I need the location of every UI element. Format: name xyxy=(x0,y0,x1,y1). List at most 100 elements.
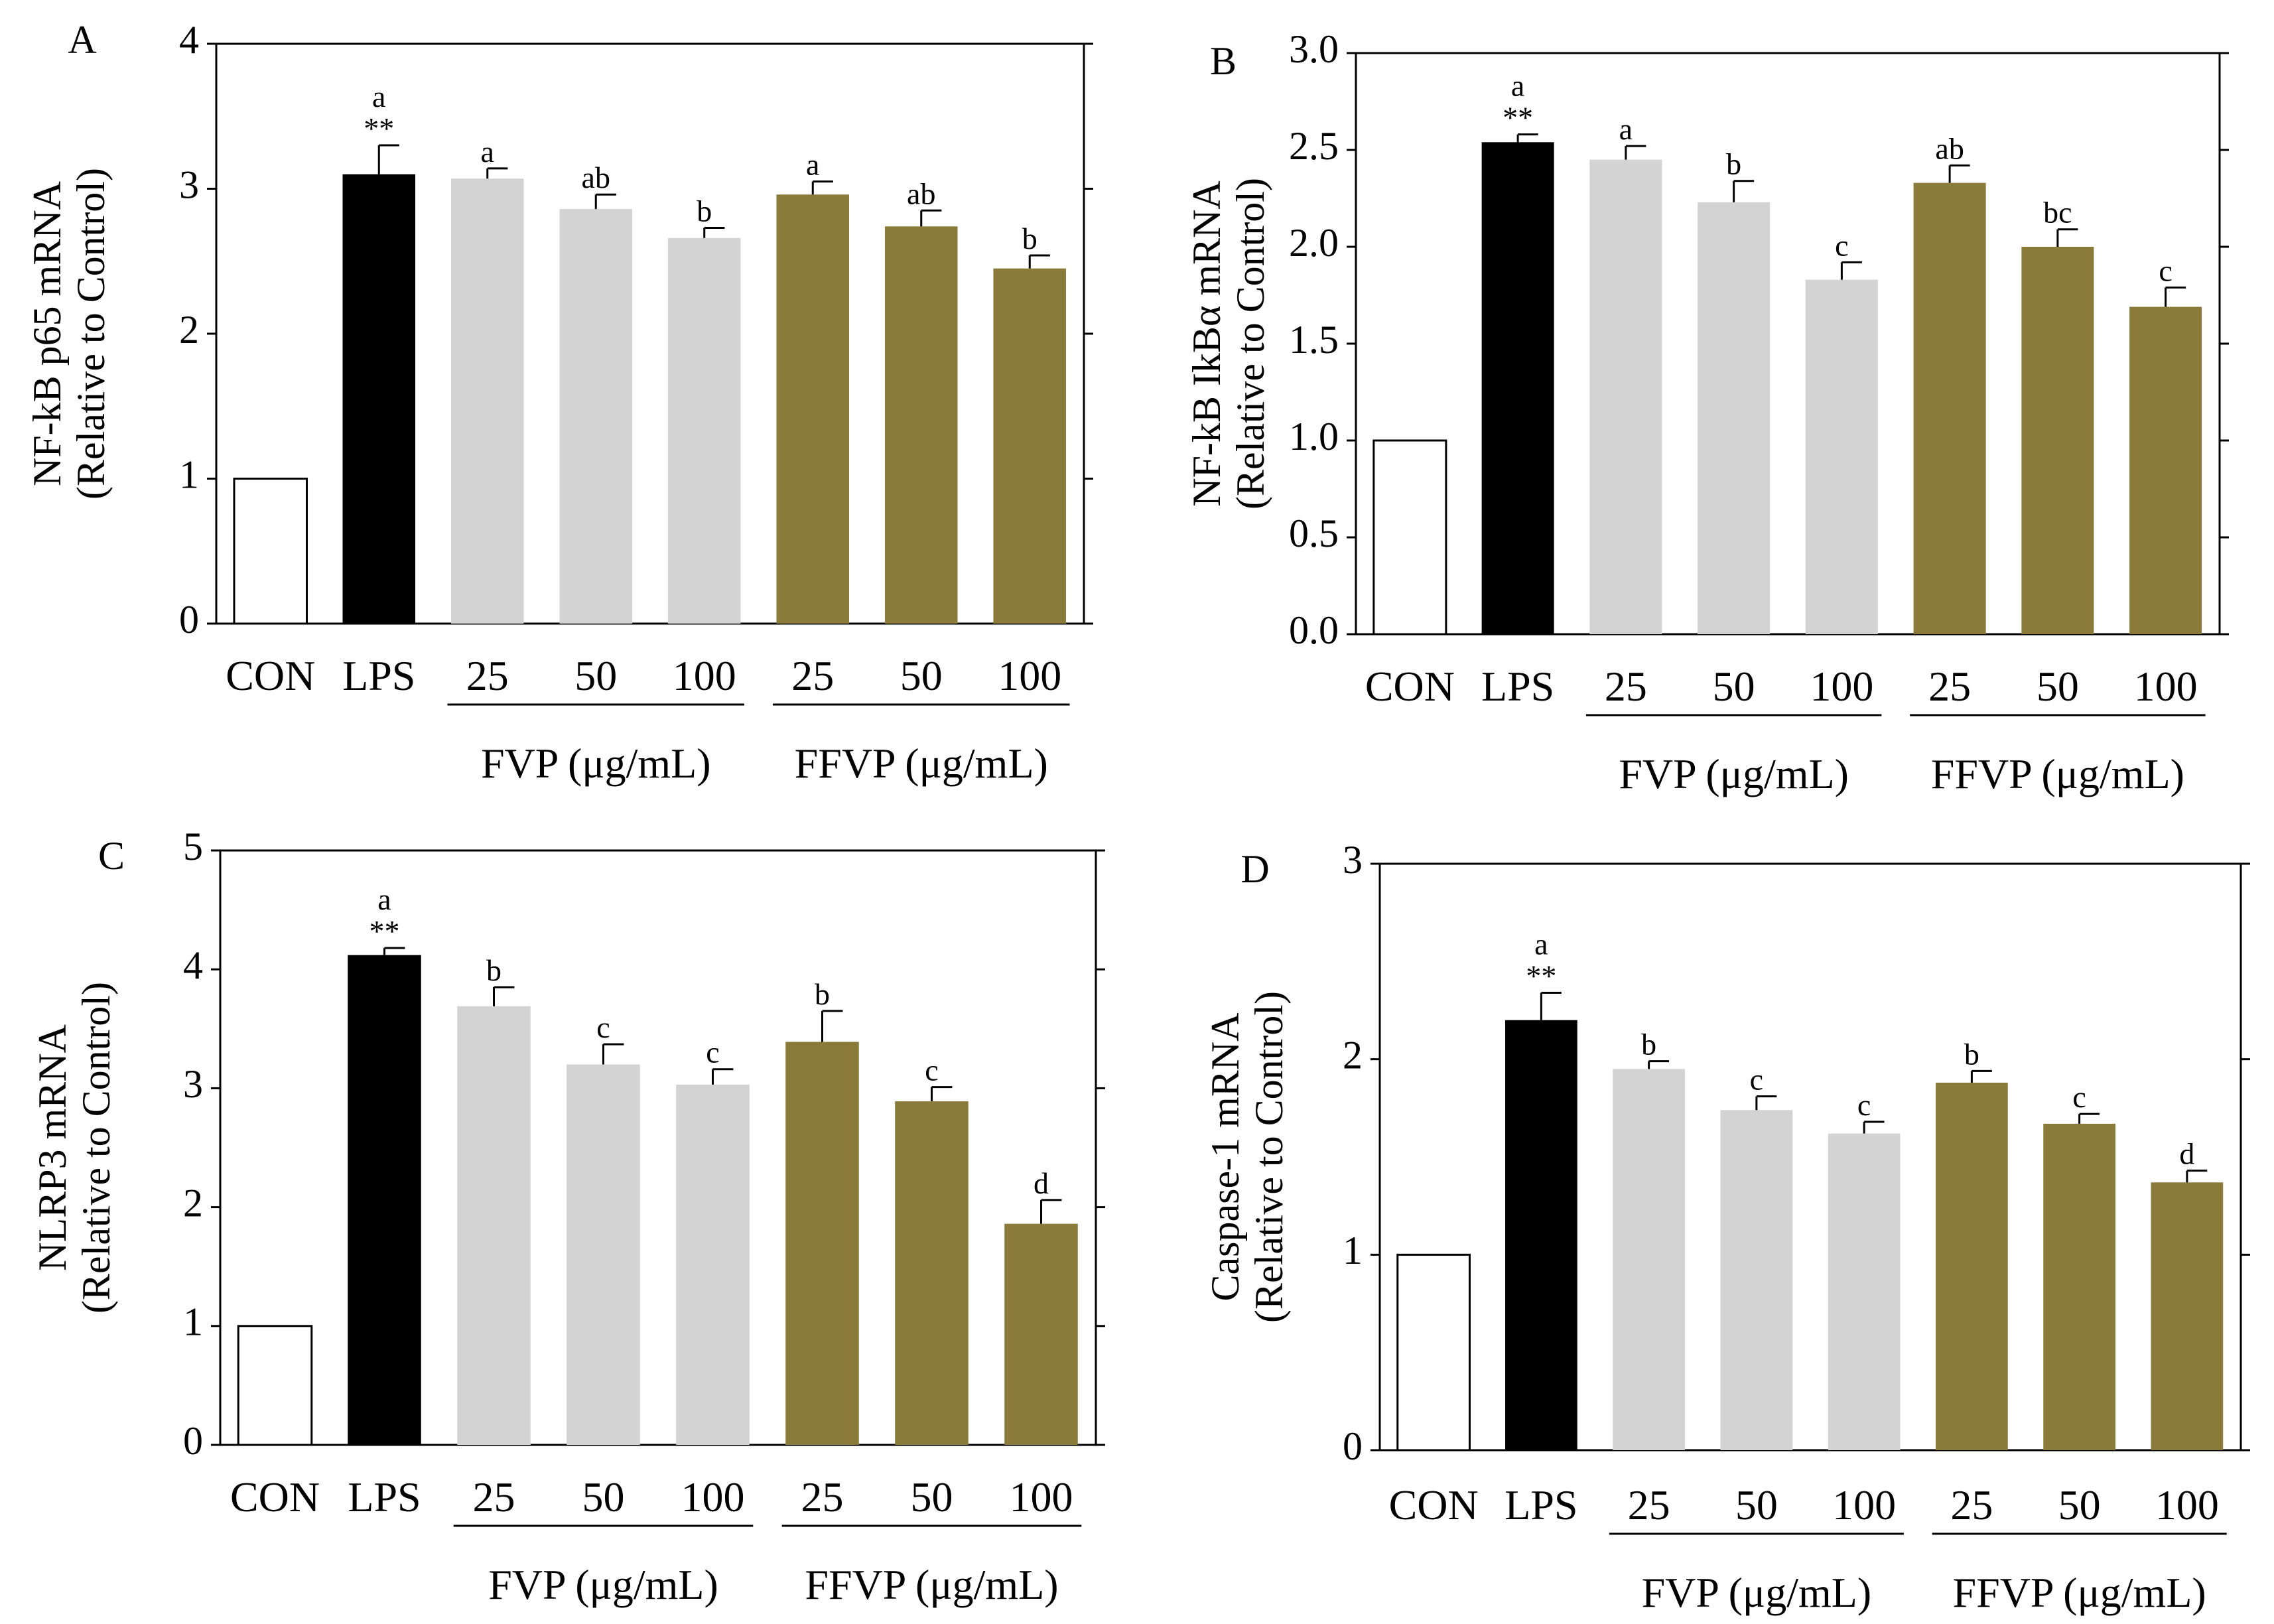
significance-stars: ** xyxy=(364,111,394,145)
significance-letter: a xyxy=(1511,69,1524,103)
group-label: FFVP (μg/mL) xyxy=(1953,1569,2206,1616)
bar-50-ffvp xyxy=(2043,1123,2115,1450)
significance-letter: b xyxy=(1641,1028,1656,1061)
y-axis-label: Caspase-1 mRNA(Relative to Control) xyxy=(1203,991,1291,1323)
chart-panel-d: D 0 1 2 3 Caspase-1 mRNA(Relative to Control)… xyxy=(1203,838,2250,1616)
group-label: FVP (μg/mL) xyxy=(1619,750,1849,797)
category-label: 25 xyxy=(801,1473,844,1521)
category-label: 50 xyxy=(1735,1481,1778,1528)
y-axis-label-line2: (Relative to Control) xyxy=(1229,178,1272,509)
group-label: FVP (μg/mL) xyxy=(1642,1569,1872,1616)
significance-letter: c xyxy=(925,1053,938,1087)
bar-100-ffvp xyxy=(2129,306,2202,634)
y-tick-label: 0.0 xyxy=(1289,608,1339,652)
y-axis-label-line1: NF-kB p65 mRNA xyxy=(25,181,69,486)
significance-letter: a xyxy=(1534,927,1548,961)
y-tick-label: 1 xyxy=(179,452,199,496)
significance-letter: d xyxy=(2179,1137,2194,1171)
group-label: FFVP (μg/mL) xyxy=(795,740,1048,787)
y-tick-label: 2 xyxy=(183,1181,203,1225)
category-label: 50 xyxy=(574,652,617,699)
y-tick-label: 2.0 xyxy=(1289,221,1339,265)
category-label: 25 xyxy=(791,652,834,699)
category-label: 25 xyxy=(1928,663,1971,710)
significance-letter: a xyxy=(806,148,819,182)
y-axis-label-line2: (Relative to Control) xyxy=(74,982,118,1314)
category-label: CON xyxy=(230,1473,320,1521)
category-label: 100 xyxy=(2155,1481,2219,1528)
plot-frame xyxy=(1378,862,2242,1452)
chart-panel-a: A 0 1 2 3 4 NF-kB p65 mRNA(Relative to Control… xyxy=(25,18,1093,787)
group-label: FFVP (μg/mL) xyxy=(805,1561,1058,1608)
bar-lps-lps xyxy=(1505,1020,1577,1450)
significance-letter: c xyxy=(596,1010,610,1044)
bar-100-ffvp xyxy=(2151,1182,2224,1450)
y-tick-label: 1 xyxy=(1343,1229,1363,1272)
category-label: CON xyxy=(1365,663,1455,710)
category-label: 25 xyxy=(466,652,509,699)
category-label: 100 xyxy=(673,652,736,699)
significance-letter: c xyxy=(1750,1063,1763,1097)
panel-label: C xyxy=(98,834,125,878)
category-label: 50 xyxy=(2037,663,2079,710)
category-label: 100 xyxy=(2134,663,2198,710)
significance-letter: ab xyxy=(582,161,610,194)
category-label: 100 xyxy=(1832,1481,1896,1528)
significance-letter: c xyxy=(1835,228,1848,262)
significance-letter: bc xyxy=(2043,196,2072,230)
category-label: 25 xyxy=(1628,1481,1670,1528)
significance-letter: b xyxy=(486,953,502,987)
bar-con-con xyxy=(237,1325,313,1446)
y-tick-label: 4 xyxy=(183,943,203,987)
bar-100-fvp xyxy=(667,237,741,624)
category-label: 25 xyxy=(1605,663,1647,710)
bar-50-fvp xyxy=(1698,202,1771,635)
significance-letter: a xyxy=(372,80,385,113)
category-label: LPS xyxy=(1481,663,1554,710)
significance-stars: ** xyxy=(1503,101,1533,135)
panel-label: D xyxy=(1240,847,1269,891)
significance-letter: c xyxy=(1857,1088,1871,1122)
significance-letter: b xyxy=(1726,147,1741,181)
y-axis-label-line1: NF-kB IkBα mRNA xyxy=(1185,180,1229,506)
bar-50-fvp xyxy=(1720,1110,1793,1450)
category-label: 25 xyxy=(473,1473,515,1521)
significance-letter: c xyxy=(706,1036,719,1069)
significance-letter: b xyxy=(1964,1037,1979,1071)
significance-letter: ab xyxy=(907,176,935,210)
y-tick-label: 1.0 xyxy=(1289,415,1339,458)
category-label: 50 xyxy=(582,1473,625,1521)
bar-con-con xyxy=(1372,439,1447,636)
bar-lps-lps xyxy=(348,955,421,1445)
bar-25-fvp xyxy=(457,1006,531,1445)
y-tick-label: 3.0 xyxy=(1289,27,1339,71)
bar-50-ffvp xyxy=(895,1101,969,1445)
bar-50-ffvp xyxy=(2021,247,2094,634)
group-label: FVP (μg/mL) xyxy=(488,1561,718,1608)
significance-letter: d xyxy=(1034,1166,1049,1200)
significance-letter: a xyxy=(1619,112,1633,146)
bar-100-fvp xyxy=(1828,1133,1901,1450)
panel-label: A xyxy=(68,18,96,62)
y-axis-label: NF-kB IkBα mRNA(Relative to Control) xyxy=(1185,178,1272,509)
y-tick-label: 2 xyxy=(1343,1033,1363,1077)
y-tick-label: 1.5 xyxy=(1289,318,1339,362)
group-label: FVP (μg/mL) xyxy=(481,740,711,787)
y-axis-label: NF-kB p65 mRNA(Relative to Control) xyxy=(25,168,113,500)
bar-25-ffvp xyxy=(1913,182,1986,634)
significance-letter: b xyxy=(697,194,712,228)
category-label: 100 xyxy=(1010,1473,1073,1521)
significance-letter: c xyxy=(2072,1080,2086,1114)
category-label: 100 xyxy=(1810,663,1873,710)
bar-25-ffvp xyxy=(1936,1083,2008,1450)
bar-con-con xyxy=(233,478,308,625)
y-axis-label-line1: NLRP3 mRNA xyxy=(31,1024,74,1271)
bar-50-fvp xyxy=(559,209,633,624)
y-tick-label: 0 xyxy=(183,1419,203,1463)
bar-50-ffvp xyxy=(884,226,958,624)
y-axis-label-line2: (Relative to Control) xyxy=(1247,991,1291,1323)
significance-stars: ** xyxy=(369,914,400,948)
y-tick-label: 3 xyxy=(1343,838,1363,882)
y-tick-label: 5 xyxy=(183,825,203,868)
bar-25-fvp xyxy=(1613,1069,1685,1450)
